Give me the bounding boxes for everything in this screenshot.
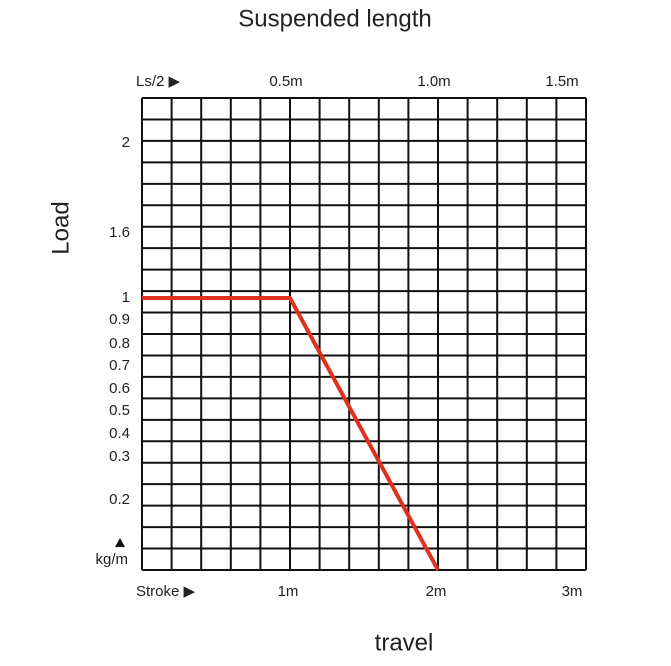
x-tick-label: 2m <box>426 583 447 600</box>
x2-tick-label: 1.5m <box>545 73 578 90</box>
y-tick-label: 2 <box>122 134 130 151</box>
x2-tick-label: 1.0m <box>417 73 450 90</box>
top-axis-label: Ls/2 ▶ <box>136 73 181 90</box>
y-axis-label: Load <box>47 201 74 254</box>
x-axis-label: travel <box>375 629 434 656</box>
y-tick-label: 0.2 <box>109 491 130 508</box>
y-tick-label: 0.5 <box>109 402 130 419</box>
data-line <box>142 296 440 571</box>
chart-title: Suspended length <box>238 5 432 32</box>
y-tick-label: 0.7 <box>109 357 130 374</box>
y-tick-label: 1 <box>122 289 130 306</box>
y-tick-label: 0.4 <box>109 425 130 442</box>
y-tick-label: 0.9 <box>109 311 130 328</box>
x2-tick-label: 0.5m <box>269 73 302 90</box>
unit-arrow <box>115 538 125 547</box>
x-tick-label: 3m <box>562 583 583 600</box>
bottom-axis-label: Stroke ▶ <box>136 583 196 600</box>
y-tick-label: 0.6 <box>109 380 130 397</box>
y-tick-label: 0.8 <box>109 335 130 352</box>
x-tick-label: 1m <box>278 583 299 600</box>
y-tick-label: 1.6 <box>109 224 130 241</box>
y-tick-label: 0.3 <box>109 448 130 465</box>
y-unit-label: kg/m <box>95 551 128 568</box>
